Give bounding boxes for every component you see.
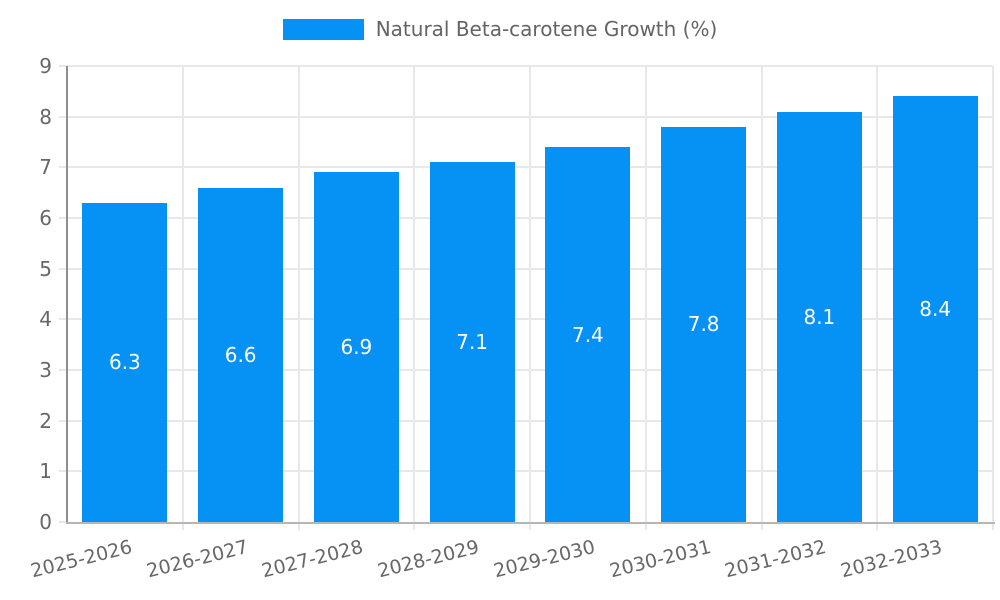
- x-axis-line: [66, 522, 995, 524]
- y-tick-label: 2: [39, 408, 52, 433]
- y-tick: [59, 369, 67, 371]
- v-gridline: [181, 66, 184, 530]
- v-gridline: [413, 66, 416, 530]
- y-tick: [59, 470, 67, 473]
- bar-value-label: 7.1: [456, 330, 489, 355]
- y-tick: [59, 521, 67, 523]
- y-tick-label: 8: [39, 104, 52, 129]
- y-tick-label: 7: [39, 155, 52, 180]
- v-gridline: [876, 66, 879, 530]
- y-tick: [59, 65, 67, 67]
- v-gridline: [644, 66, 647, 530]
- bar: 6.3: [82, 202, 168, 522]
- bar: 7.1: [429, 162, 515, 522]
- v-gridline: [529, 66, 531, 530]
- y-tick: [59, 217, 67, 219]
- bar-value-label: 8.4: [919, 297, 952, 322]
- bar-value-label: 7.4: [571, 322, 604, 347]
- y-tick-label: 3: [39, 358, 52, 382]
- v-gridline: [760, 66, 763, 530]
- bar-value-label: 7.8: [687, 312, 720, 337]
- bar: 6.9: [313, 172, 399, 522]
- v-gridline: [992, 66, 994, 530]
- y-tick: [59, 318, 67, 321]
- bar-value-label: 8.1: [803, 304, 836, 329]
- legend-swatch: [282, 18, 364, 40]
- bar-value-label: 6.6: [224, 342, 257, 367]
- bar-value-label: 6.9: [340, 335, 373, 360]
- legend-item[interactable]: Natural Beta-carotene Growth (%): [0, 17, 1000, 41]
- bar-value-label: 6.3: [108, 350, 141, 375]
- y-tick-label: 6: [39, 206, 52, 230]
- legend-label: Natural Beta-carotene Growth (%): [375, 17, 718, 41]
- y-tick-label: 1: [39, 459, 52, 484]
- bar: 8.1: [776, 111, 862, 522]
- bar: 7.4: [545, 147, 631, 522]
- y-tick-label: 4: [39, 307, 52, 332]
- bar: 7.8: [661, 126, 747, 522]
- bar: 8.4: [892, 96, 978, 522]
- y-tick-label: 0: [39, 510, 52, 534]
- y-tick: [59, 166, 67, 169]
- y-tick: [59, 419, 67, 422]
- bar: 6.6: [198, 187, 284, 522]
- y-tick-label: 9: [39, 54, 52, 78]
- y-axis-line: [66, 66, 68, 522]
- y-tick: [59, 115, 67, 118]
- y-tick-label: 5: [39, 256, 52, 281]
- y-tick: [59, 267, 67, 270]
- v-gridline: [297, 66, 300, 530]
